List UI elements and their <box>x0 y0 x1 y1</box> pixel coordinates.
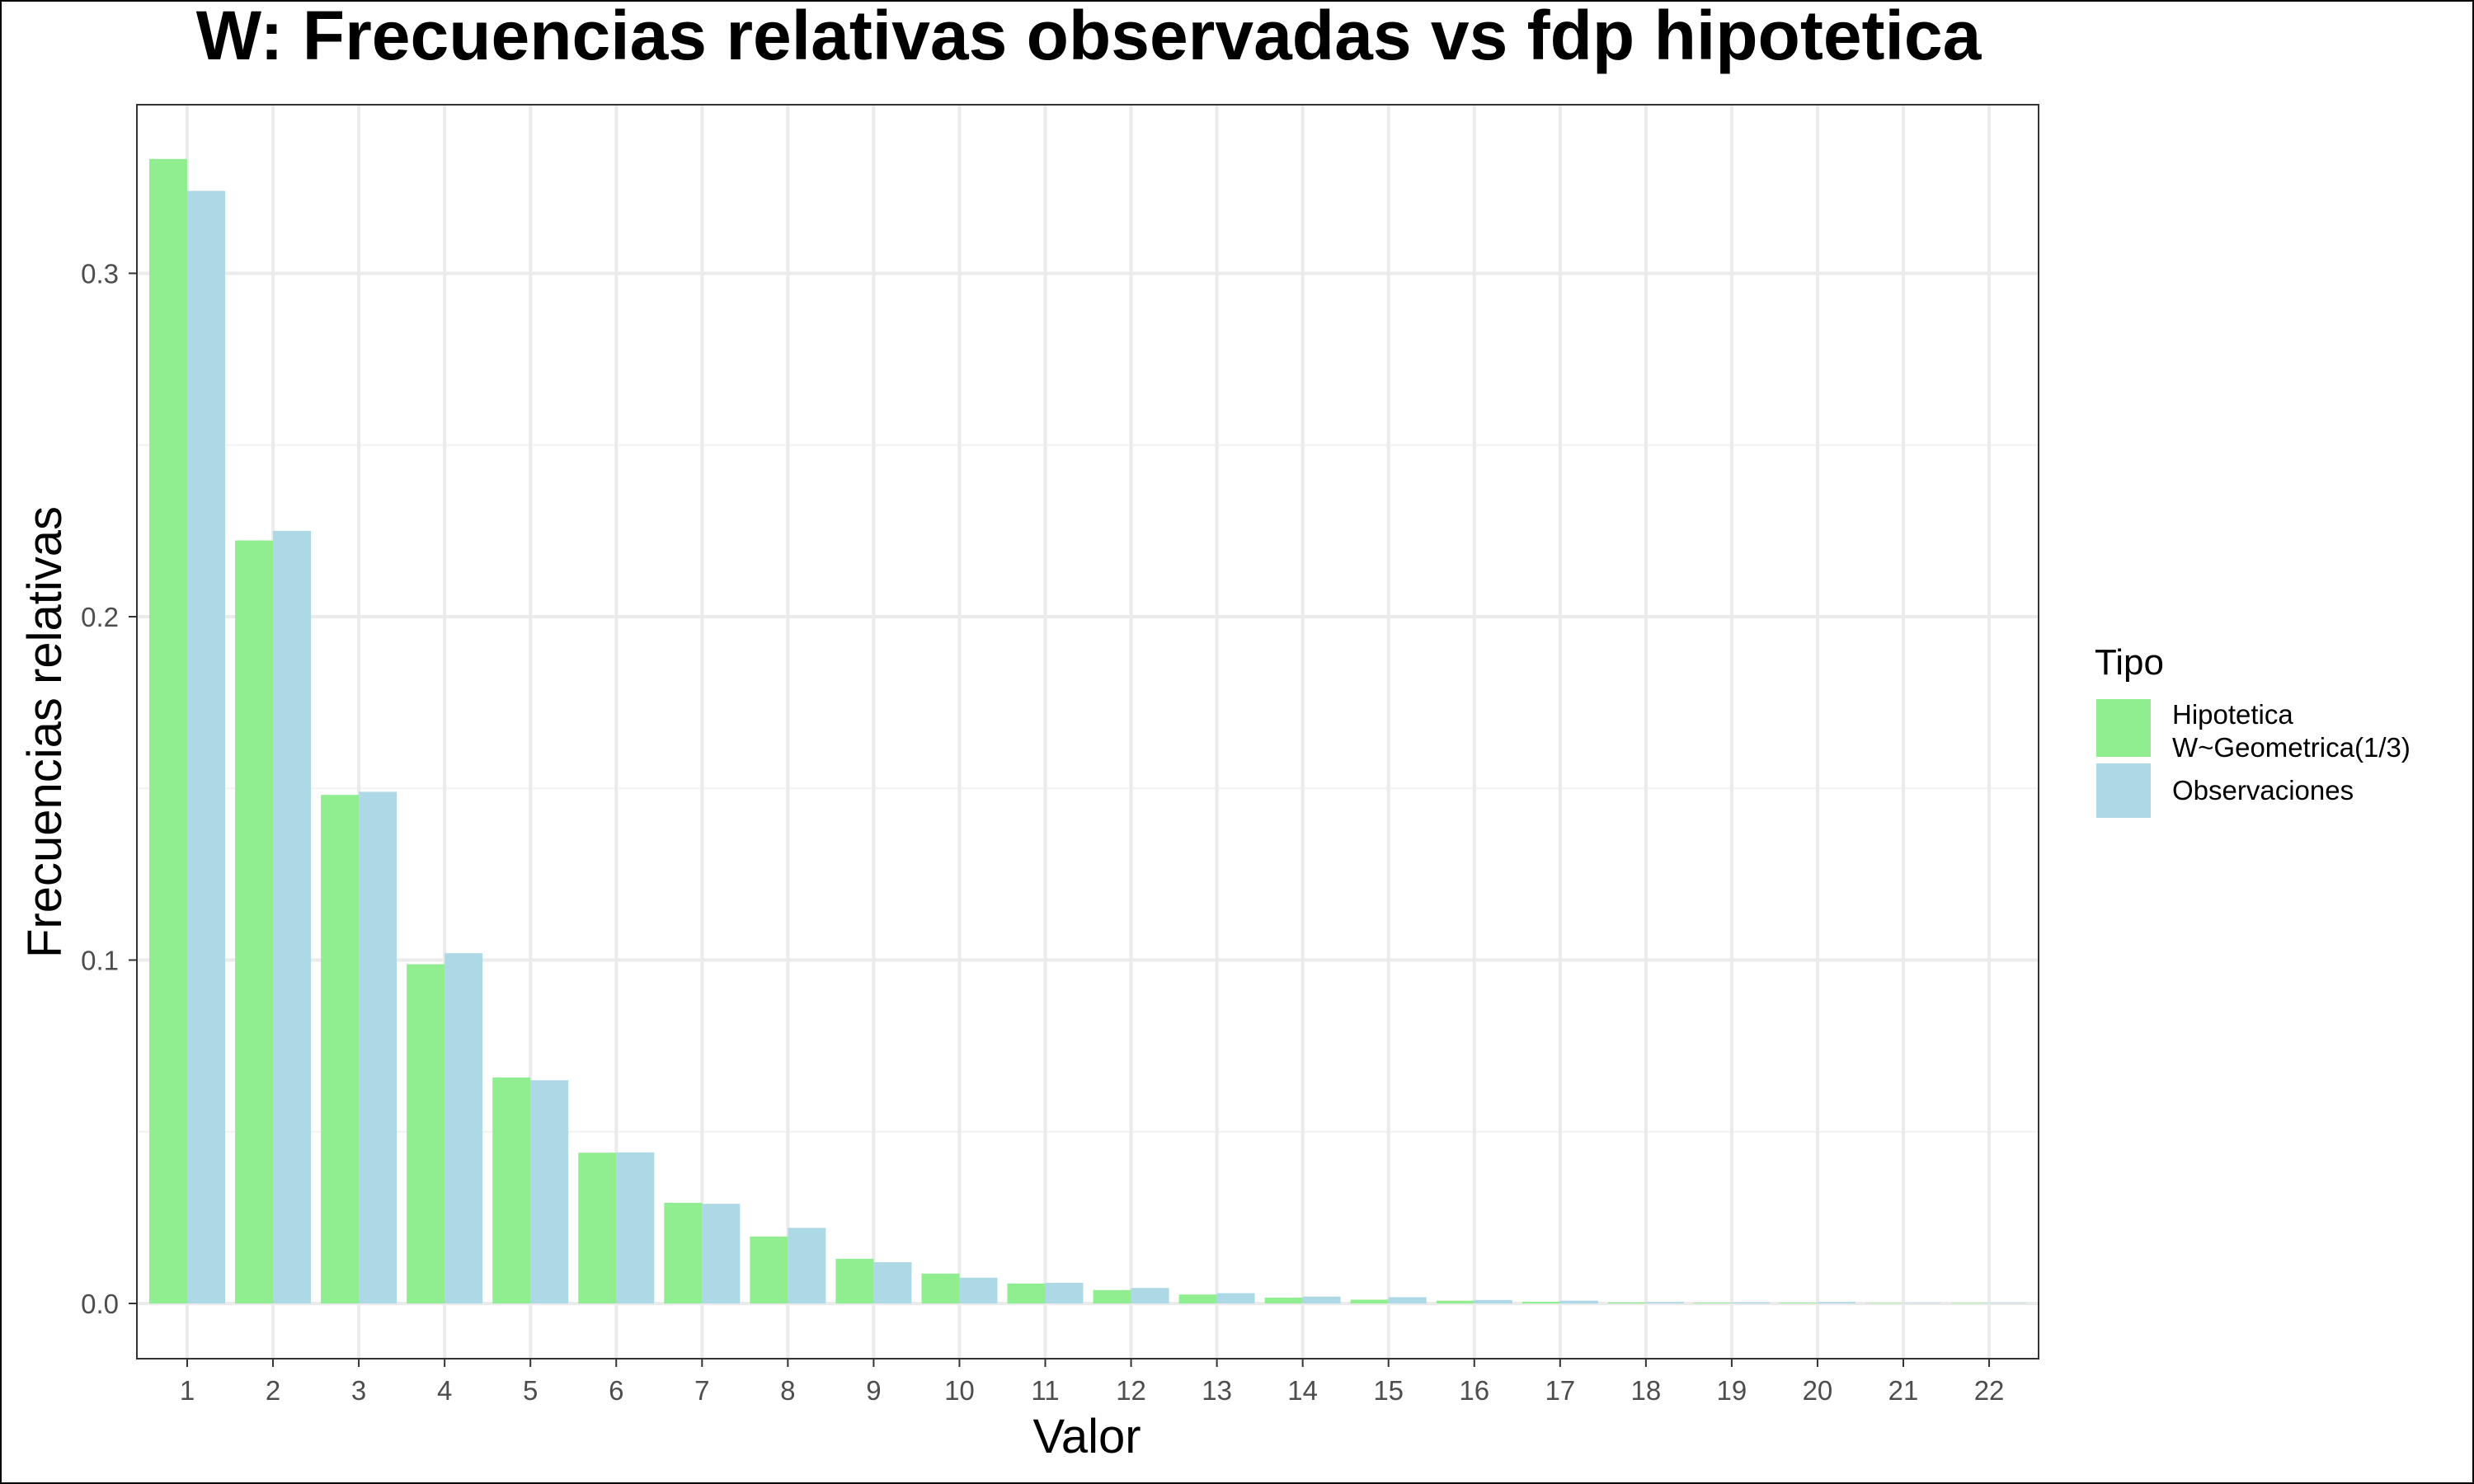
axis-ticks: 0.00.10.20.31 2 3 4 5 6 7 8 9 10 11 12 13 14 15 16 17 18 1… <box>81 259 2004 1407</box>
bar-observaciones-17 <box>1559 1300 1598 1303</box>
y-axis-title: Frecuencias relativas <box>18 506 72 958</box>
x-tick-label: 20 <box>1803 1375 1833 1406</box>
x-tick-label: 7 <box>694 1375 709 1406</box>
bar-hipotetica-21 <box>1865 1303 1903 1304</box>
bar-hipotetica-15 <box>1350 1299 1389 1303</box>
x-tick-label: 5 <box>523 1375 538 1406</box>
legend-label-hipotetica: Hipotetica W~Geometrica(1/3) <box>2172 699 2411 763</box>
bar-hipotetica-12 <box>1093 1289 1131 1303</box>
bar-observaciones-6 <box>616 1152 655 1303</box>
chart-title: W: Frecuencias relativas observadas vs f… <box>196 0 1982 74</box>
x-tick-label: 17 <box>1545 1375 1575 1406</box>
bar-observaciones-9 <box>873 1262 912 1303</box>
bar-hipotetica-7 <box>664 1202 703 1303</box>
x-tick-label: 8 <box>780 1375 795 1406</box>
x-tick-label: 18 <box>1630 1375 1661 1406</box>
bar-observaciones-8 <box>788 1228 826 1303</box>
x-tick-label: 3 <box>351 1375 366 1406</box>
bar-hipotetica-10 <box>921 1273 960 1303</box>
legend-title: Tipo <box>2095 642 2164 683</box>
bar-hipotetica-9 <box>835 1258 874 1303</box>
bar-hipotetica-22 <box>1951 1303 1990 1304</box>
bar-hipotetica-2 <box>235 540 274 1303</box>
bar-observaciones-20 <box>1817 1302 1856 1303</box>
x-tick-label: 6 <box>609 1375 623 1406</box>
bar-observaciones-15 <box>1388 1297 1427 1303</box>
x-tick-label: 21 <box>1888 1375 1919 1406</box>
x-tick-label: 14 <box>1287 1375 1318 1406</box>
x-tick-label: 12 <box>1116 1375 1146 1406</box>
x-tick-label: 2 <box>266 1375 280 1406</box>
panel-border <box>136 104 2039 1360</box>
x-tick-label: 15 <box>1373 1375 1404 1406</box>
x-axis-title: Valor <box>1032 1410 1141 1463</box>
bars <box>149 158 2028 1304</box>
bar-observaciones-7 <box>702 1204 741 1303</box>
y-tick-label: 0.2 <box>81 602 119 632</box>
x-tick-label: 1 <box>180 1375 195 1406</box>
x-tick-label: 13 <box>1202 1375 1232 1406</box>
bar-hipotetica-6 <box>578 1153 617 1303</box>
y-tick-label: 0.3 <box>81 259 119 289</box>
grid <box>137 105 2039 1359</box>
bar-observaciones-5 <box>530 1080 569 1303</box>
bar-hipotetica-4 <box>407 964 445 1303</box>
bar-hipotetica-5 <box>492 1077 531 1303</box>
bar-hipotetica-8 <box>750 1236 788 1303</box>
bar-observaciones-1 <box>187 190 225 1303</box>
legend-key-hipotetica <box>2096 699 2151 757</box>
bar-observaciones-3 <box>359 791 397 1303</box>
bar-observaciones-16 <box>1474 1299 1512 1303</box>
x-tick-label: 11 <box>1031 1375 1059 1406</box>
bar-observaciones-11 <box>1045 1283 1084 1303</box>
bar-observaciones-2 <box>273 530 312 1303</box>
bar-observaciones-10 <box>959 1277 998 1303</box>
legend: Tipo Hipotetica W~Geometrica(1/3) Observac… <box>2095 642 2411 818</box>
x-tick-label: 19 <box>1717 1375 1747 1406</box>
x-tick-label: 10 <box>944 1375 975 1406</box>
bar-hipotetica-1 <box>149 158 187 1303</box>
y-tick-label: 0.1 <box>81 946 119 976</box>
y-tick-label: 0.0 <box>81 1289 119 1319</box>
x-tick-label: 4 <box>437 1375 452 1406</box>
bar-hipotetica-16 <box>1436 1300 1475 1303</box>
bar-observaciones-14 <box>1302 1296 1341 1303</box>
legend-label-observaciones: Observaciones <box>2172 775 2354 805</box>
bar-observaciones-4 <box>444 953 483 1303</box>
bar-hipotetica-17 <box>1522 1301 1560 1303</box>
bar-hipotetica-13 <box>1178 1294 1217 1303</box>
bar-observaciones-21 <box>1903 1303 1941 1304</box>
legend-key-observaciones <box>2096 763 2151 818</box>
x-tick-label: 22 <box>1974 1375 2005 1406</box>
x-tick-label: 9 <box>866 1375 881 1406</box>
bar-observaciones-18 <box>1645 1302 1684 1303</box>
bar-observaciones-13 <box>1216 1293 1255 1303</box>
bar-observaciones-12 <box>1131 1288 1169 1303</box>
bar-hipotetica-14 <box>1264 1297 1303 1303</box>
bar-observaciones-22 <box>1989 1303 2028 1304</box>
x-tick-label: 16 <box>1459 1375 1489 1406</box>
bar-hipotetica-11 <box>1007 1283 1046 1303</box>
bar-hipotetica-3 <box>321 795 360 1303</box>
